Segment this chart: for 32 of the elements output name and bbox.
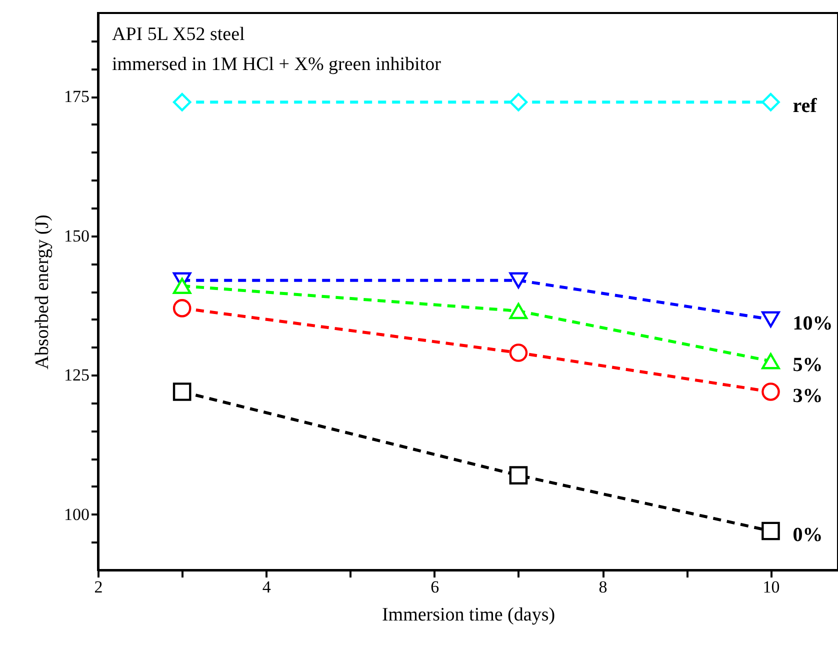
x-tick-label: 4 [262, 578, 272, 596]
x-tick-label: 2 [94, 578, 103, 596]
point [172, 382, 192, 401]
series-label: ref [792, 95, 818, 118]
point [762, 382, 780, 401]
series-label: 0% [792, 524, 823, 546]
point [762, 522, 780, 540]
point [762, 92, 780, 112]
point [172, 278, 192, 294]
point [509, 302, 528, 320]
y-tick-label: 100 [64, 504, 90, 524]
x-tick-label: 8 [598, 578, 608, 596]
point [762, 311, 780, 328]
annotation: immersed in 1M HCl + X% green inhibitor [112, 54, 442, 75]
x-tick-label: 6 [430, 578, 440, 596]
series-label: 5% [792, 354, 823, 376]
point [509, 344, 528, 362]
y-tick-label: 150 [64, 226, 90, 246]
point [762, 353, 780, 370]
series-label: 3% [792, 384, 823, 407]
point [172, 299, 192, 318]
point [509, 272, 528, 288]
series-label: 10% [792, 312, 833, 334]
y-tick-label: 125 [64, 366, 90, 385]
point [509, 92, 528, 112]
x-axis-title: Immersion time (days) [382, 604, 556, 626]
annotation: API 5L X52 steel [112, 24, 245, 45]
y-axis-title: Absorbed energy (J) [32, 214, 53, 370]
point [172, 92, 192, 112]
y-tick-label: 175 [64, 87, 90, 106]
x-tick-label: 10 [762, 578, 780, 596]
point [509, 466, 528, 484]
